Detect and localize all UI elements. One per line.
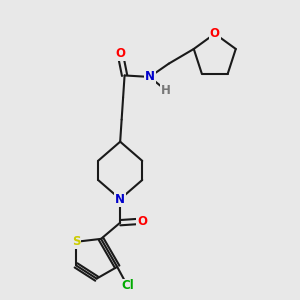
Text: Cl: Cl <box>121 280 134 292</box>
Text: N: N <box>145 70 154 83</box>
Text: N: N <box>115 193 125 206</box>
Text: O: O <box>137 215 147 228</box>
Text: O: O <box>115 47 125 60</box>
Text: S: S <box>72 235 80 248</box>
Text: O: O <box>210 27 220 40</box>
Text: H: H <box>161 84 171 97</box>
